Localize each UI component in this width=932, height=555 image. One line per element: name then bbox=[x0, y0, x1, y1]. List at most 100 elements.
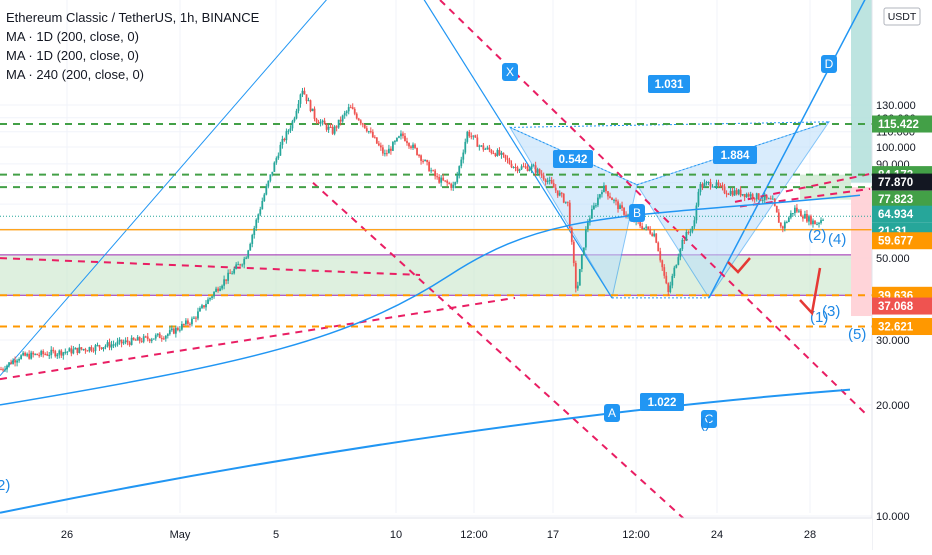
candle-body bbox=[307, 100, 310, 102]
candle-body bbox=[48, 355, 51, 357]
time-tick-label: 26 bbox=[61, 529, 73, 541]
candle-body bbox=[456, 175, 459, 183]
candle-body bbox=[102, 347, 105, 350]
candle-body bbox=[203, 305, 205, 308]
candle-body bbox=[478, 145, 481, 147]
candle-body bbox=[277, 155, 280, 159]
candle-body bbox=[601, 192, 603, 195]
candle-body bbox=[619, 205, 621, 210]
candle-body bbox=[641, 226, 644, 230]
arrow-down-1 bbox=[727, 257, 751, 274]
candle-body bbox=[725, 193, 728, 195]
candle-body bbox=[251, 235, 254, 244]
candle-body bbox=[420, 155, 422, 161]
candle-body bbox=[94, 345, 97, 351]
tag-77823-bg bbox=[872, 190, 932, 208]
candle-body bbox=[70, 348, 73, 354]
candle-body bbox=[570, 227, 573, 242]
candle-body bbox=[112, 344, 115, 346]
candle-body bbox=[410, 146, 412, 148]
candle-body bbox=[458, 166, 461, 176]
candle-body bbox=[793, 207, 796, 214]
candle-body bbox=[412, 144, 414, 148]
currency-badge-bg bbox=[883, 7, 921, 26]
candle-body bbox=[769, 198, 772, 200]
candle-body bbox=[4, 369, 6, 371]
candle-body bbox=[757, 193, 760, 200]
candle-body bbox=[715, 182, 718, 187]
candle-body bbox=[255, 219, 258, 228]
symbol-title: Ethereum Classic / TetherUS, 1h, BINANCE bbox=[6, 10, 260, 25]
candle-body bbox=[466, 131, 469, 142]
candle-body bbox=[568, 202, 571, 228]
tag-77870-text: 77.870 bbox=[878, 177, 913, 189]
candle-body bbox=[609, 196, 611, 198]
time-tick-label: 10 bbox=[390, 529, 402, 541]
candle-body bbox=[98, 345, 101, 348]
candle-body bbox=[653, 233, 656, 237]
candle-body bbox=[52, 349, 55, 352]
candle-body bbox=[78, 347, 81, 353]
candle-body bbox=[345, 111, 348, 114]
candle-body bbox=[124, 340, 127, 343]
candle-body bbox=[40, 351, 43, 356]
candle-body bbox=[176, 327, 179, 330]
candle-body bbox=[311, 108, 314, 112]
candle-body bbox=[763, 195, 766, 201]
candle-body bbox=[144, 336, 147, 338]
candle-body bbox=[239, 264, 242, 266]
tag-5967-bg bbox=[872, 232, 932, 250]
candle-body bbox=[321, 120, 324, 122]
currency-badge[interactable]: USDT bbox=[883, 7, 921, 26]
candle-body bbox=[132, 337, 135, 340]
pattern-point-D-bg bbox=[821, 55, 837, 73]
candle-body bbox=[168, 330, 171, 335]
candle-body bbox=[297, 103, 300, 111]
candle-body bbox=[233, 268, 236, 274]
candle-body bbox=[683, 239, 686, 241]
candle-body bbox=[470, 136, 473, 138]
pattern-point-A: A bbox=[604, 404, 620, 422]
candle-body bbox=[615, 199, 617, 202]
candle-body bbox=[669, 285, 672, 293]
candle-body bbox=[798, 210, 800, 212]
candle-body bbox=[621, 205, 623, 208]
candle-body bbox=[353, 108, 356, 114]
candle-body bbox=[524, 166, 527, 168]
candle-body bbox=[494, 153, 497, 157]
candle-body bbox=[667, 283, 670, 293]
time-tick-label: 12:00 bbox=[460, 529, 488, 541]
candle-body bbox=[379, 145, 382, 148]
candle-body bbox=[317, 121, 320, 124]
candle-body bbox=[428, 162, 430, 172]
candle-body bbox=[733, 190, 736, 196]
candle-body bbox=[295, 110, 298, 119]
candle-body bbox=[506, 158, 509, 160]
candle-body bbox=[550, 179, 553, 184]
candle-body bbox=[623, 207, 625, 215]
candle-body bbox=[414, 144, 416, 148]
candle-body bbox=[558, 192, 561, 196]
candle-body bbox=[275, 158, 278, 163]
candle-body bbox=[745, 194, 748, 198]
candle-body bbox=[243, 258, 246, 265]
tag-3262-bg bbox=[872, 318, 932, 336]
candle-body bbox=[554, 187, 557, 191]
candle-body bbox=[327, 126, 330, 130]
tag-3262: 32.621 bbox=[872, 318, 932, 336]
tag-current: 64.934 bbox=[872, 205, 932, 223]
candle-body bbox=[281, 138, 284, 145]
candle-body bbox=[625, 214, 627, 216]
candle-body bbox=[263, 194, 266, 201]
candle-body bbox=[241, 264, 244, 266]
candle-body bbox=[140, 340, 143, 342]
candle-body bbox=[617, 201, 619, 210]
candle-body bbox=[814, 220, 816, 225]
candle-body bbox=[544, 179, 547, 183]
trendline-cd bbox=[708, 0, 866, 299]
candle-body bbox=[789, 213, 792, 218]
candle-body bbox=[649, 229, 652, 234]
candle-body bbox=[319, 121, 322, 124]
